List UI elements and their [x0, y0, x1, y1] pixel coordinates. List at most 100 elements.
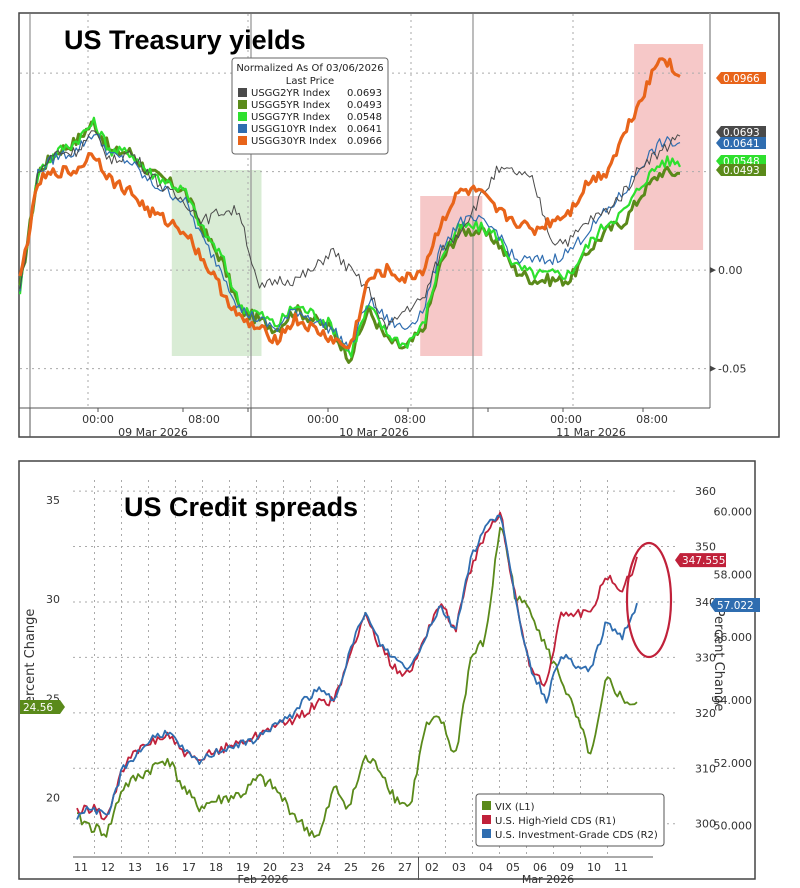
last-value-tag [675, 553, 726, 568]
y-tick-label: 300 [695, 818, 716, 831]
series-line [18, 116, 681, 358]
highlight-ellipse [625, 541, 673, 659]
x-group-label: 09 Mar 2026 [118, 426, 188, 438]
right-axis-label: Percent Change [711, 609, 726, 712]
x-tick-label: 00:00 [307, 413, 339, 426]
x-tick-label: 10 [587, 861, 601, 874]
x-tick-label: 24 [317, 861, 331, 874]
legend-entry-name: VIX (L1) [495, 802, 535, 813]
y-tick-label: 60.000 [714, 505, 753, 518]
last-value-text: 0.0493 [723, 165, 760, 177]
x-tick-label: 08:00 [394, 413, 426, 426]
legend-entry-value: 0.0548 [347, 112, 382, 123]
last-value-tag [20, 699, 65, 714]
series-line [76, 511, 638, 821]
last-value-tag [716, 164, 766, 176]
y-tick-label: 30 [46, 593, 60, 606]
legend-swatch [238, 112, 247, 121]
x-tick-label: 08:00 [188, 413, 220, 426]
x-tick-label: 25 [344, 861, 358, 874]
x-group-label: Feb 2026 [238, 873, 289, 886]
series-line [18, 120, 681, 364]
x-tick-label: 02 [425, 861, 439, 874]
legend: Normalized As Of 03/06/2026 Last Price U… [231, 57, 389, 155]
x-tick-label: 03 [452, 861, 466, 874]
y-tick-label: 350 [695, 541, 716, 554]
x-group-label: 10 Mar 2026 [339, 426, 409, 438]
x-tick-label: 13 [128, 861, 142, 874]
x-tick-label: 27 [398, 861, 412, 874]
series-lines [18, 57, 681, 364]
x-tick-label: 17 [182, 861, 196, 874]
chart-title: US Treasury yields [64, 25, 306, 55]
x-tick-label: 11 [614, 861, 628, 874]
legend-entry-value: 0.0493 [347, 100, 382, 111]
legend-swatch [482, 815, 491, 824]
treasury-yields-chart: 0.00 -0.05 00:00 08:00 00:00 08:00 00:00 08:00… [18, 12, 780, 438]
series-lines [76, 511, 638, 838]
y-tick-label: 56.000 [714, 631, 753, 644]
last-value-text: 57.022 [717, 600, 754, 612]
legend-entry-name: U.S. High-Yield CDS (R1) [495, 816, 616, 827]
credit-spreads-chart-panel: 35 30 25 20 360 350 340 330 320 310 300 60.000 58.… [18, 460, 778, 886]
y-tick-label: 0.00 [718, 264, 743, 277]
y-tick-label: 320 [695, 707, 716, 720]
x-tick-label: 06 [533, 861, 547, 874]
legend-swatch [482, 829, 491, 838]
last-value-tag [716, 137, 766, 149]
x-tick-label: 20 [263, 861, 277, 874]
x-tick-label: 12 [101, 861, 115, 874]
right-y-axis-ticks: 60.000 58.000 56.000 54.000 52.000 50.000 [714, 505, 753, 832]
legend-entry-name: USGG5YR Index [251, 100, 330, 111]
series-line [18, 57, 681, 350]
legend-entry-name: USGG2YR Index [251, 88, 330, 99]
legend-entry-value: 0.0966 [347, 136, 382, 147]
x-tick-label: 00:00 [550, 413, 582, 426]
y-tick-label: -0.05 [718, 363, 746, 376]
legend-swatch [238, 88, 247, 97]
series-line [77, 526, 638, 838]
series-line [19, 130, 681, 330]
legend-entry-name: USGG30YR Index [251, 136, 337, 147]
x-tick-label: 23 [290, 861, 304, 874]
last-value-tag [716, 126, 766, 138]
x-tick-label: 09 [560, 861, 574, 874]
x-tick-label: 18 [209, 861, 223, 874]
y-tick-label: 330 [695, 651, 716, 664]
legend-swatch [482, 801, 491, 810]
x-group-label: Mar 2026 [522, 873, 574, 886]
x-tick-label: 08:00 [636, 413, 668, 426]
y-tick-label: 54.000 [714, 694, 753, 707]
x-axis-ticks: 11 12 13 16 17 18 19 20 23 24 25 26 27 02 03 04 05 06 09 10… [74, 857, 628, 886]
legend-entry-name: U.S. Investment-Grade CDS (R2) [495, 830, 658, 841]
x-tick-label: 00:00 [82, 413, 114, 426]
treasury-yields-chart-panel: 0.00 -0.05 00:00 08:00 00:00 08:00 00:00 08:00… [18, 12, 780, 438]
legend-subheader: Last Price [286, 76, 334, 87]
last-value-text: 347.555 [682, 555, 725, 567]
y-tick-label: 50.000 [714, 820, 753, 833]
x-tick-label: 04 [479, 861, 493, 874]
last-value-tag [710, 597, 760, 612]
y-axis-ticks: 0.00 -0.05 [710, 264, 746, 376]
y-tick-label: 58.000 [714, 568, 753, 581]
legend-header: Normalized As Of 03/06/2026 [236, 63, 383, 74]
x-group-label: 11 Mar 2026 [556, 426, 626, 438]
legend-entry-value: 0.0693 [347, 88, 382, 99]
legend-entry-value: 0.0641 [347, 124, 382, 135]
legend-entry-name: USGG10YR Index [251, 124, 337, 135]
x-tick-label: 16 [155, 861, 169, 874]
last-value-text: 0.0693 [723, 127, 760, 139]
shaded-region [420, 196, 483, 356]
legend-swatch [238, 124, 247, 133]
chart-title: US Credit spreads [124, 492, 358, 522]
y-tick-label: 20 [46, 791, 60, 804]
last-value-text: 0.0641 [723, 138, 760, 150]
x-tick-label: 05 [506, 861, 520, 874]
legend: VIX (L1) U.S. High-Yield CDS (R1) U.S. Inv… [475, 793, 665, 847]
legend-entry-name: USGG7YR Index [251, 112, 330, 123]
y-tick-label: 310 [695, 762, 716, 775]
y-tick-label: 360 [695, 485, 716, 498]
